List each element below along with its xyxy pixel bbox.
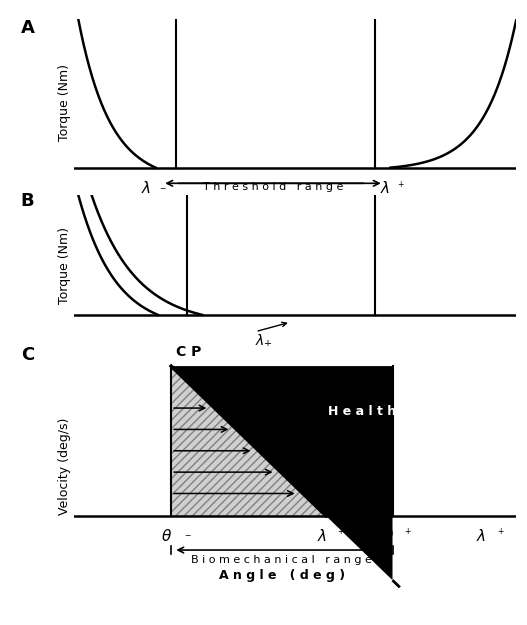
Text: $\lambda_{+}$: $\lambda_{+}$ (255, 333, 273, 350)
Text: *: * (283, 466, 289, 479)
Y-axis label: Torque (Nm): Torque (Nm) (58, 227, 71, 304)
Text: $\lambda$: $\lambda$ (380, 179, 391, 196)
Text: $_{+}$: $_{+}$ (337, 527, 345, 538)
Text: $\lambda$: $\lambda$ (317, 528, 327, 544)
Text: $\theta$: $\theta$ (383, 528, 394, 544)
Text: $\lambda$: $\lambda$ (141, 179, 151, 196)
Text: C: C (21, 346, 34, 364)
Polygon shape (171, 366, 393, 580)
Text: A: A (21, 19, 35, 37)
Text: *: * (305, 487, 311, 500)
Text: A n g l e   ( d e g ): A n g l e ( d e g ) (219, 569, 345, 582)
Y-axis label: Velocity (deg/s): Velocity (deg/s) (58, 418, 71, 515)
Text: $\lambda$: $\lambda$ (476, 528, 486, 544)
Text: H e a l t h y: H e a l t h y (328, 404, 408, 418)
Text: $_{+}$: $_{+}$ (404, 527, 411, 538)
Text: *: * (217, 401, 223, 414)
Text: $_{-}$: $_{-}$ (183, 527, 191, 537)
Text: C P: C P (175, 345, 201, 359)
Text: *: * (239, 423, 246, 436)
Text: $_{+}$: $_{+}$ (397, 181, 405, 191)
Text: B: B (21, 192, 34, 210)
Text: $\theta$: $\theta$ (161, 528, 172, 544)
Text: $_{-}$: $_{-}$ (159, 181, 167, 191)
Y-axis label: Torque (Nm): Torque (Nm) (58, 64, 71, 141)
Text: $_{+}$: $_{+}$ (496, 527, 504, 538)
Text: T h r e s h o l d   r a n g e: T h r e s h o l d r a n g e (203, 182, 343, 192)
Text: *: * (261, 444, 267, 458)
Text: B i o m e c h a n i c a l   r a n g e: B i o m e c h a n i c a l r a n g e (191, 555, 372, 565)
Polygon shape (171, 366, 326, 516)
